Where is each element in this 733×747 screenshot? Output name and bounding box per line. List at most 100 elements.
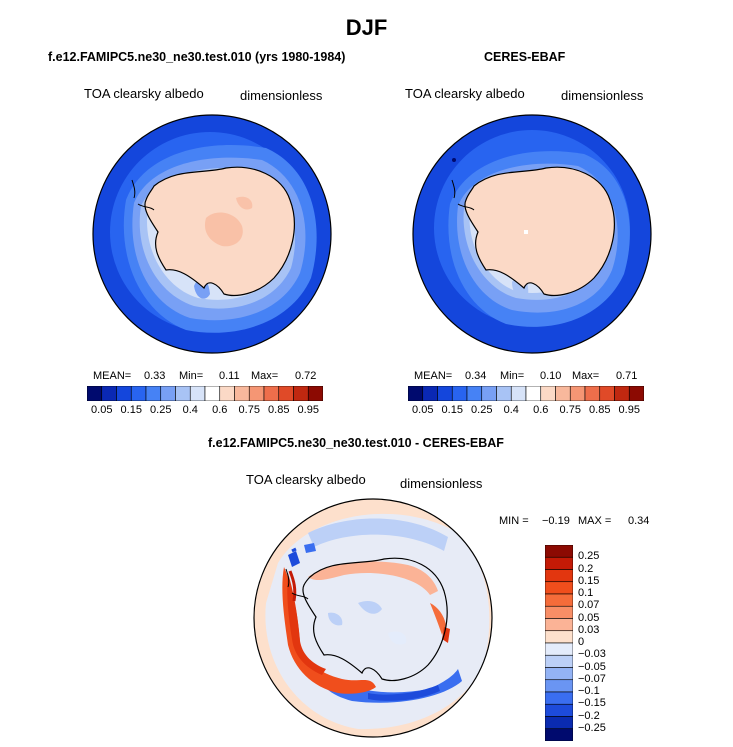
panel-2-mean-label: MEAN=	[414, 370, 453, 382]
panel-2-mean-value: 0.34	[465, 370, 487, 382]
panel-2-colorbar-tick-label: 0.4	[503, 404, 519, 416]
panel-1-max-value: 0.72	[295, 370, 317, 382]
panel-2-colorbar-swatch	[555, 386, 571, 401]
panel-2-colorbar-swatch	[496, 386, 512, 401]
panel-3-colorbar-swatch	[545, 642, 573, 656]
panel-2-title: CERES-EBAF	[484, 50, 566, 64]
panel-3-colorbar-tick-label: −0.1	[578, 685, 600, 697]
panel-1-colorbar-tick-label: 0.25	[150, 404, 172, 416]
panel-3-title: f.e12.FAMIPC5.ne30_ne30.test.010 - CERES…	[208, 436, 504, 450]
panel-2-colorbar-swatch	[481, 386, 497, 401]
panel-2-colorbar-tick-label: 0.75	[559, 404, 581, 416]
panel-2-colorbar-swatch	[614, 386, 630, 401]
panel-1-colorbar-tick-label: 0.75	[238, 404, 260, 416]
panel-1-mean-value: 0.33	[144, 370, 166, 382]
panel-3-colorbar-swatch	[545, 728, 573, 741]
panel-2-colorbar-swatch	[422, 386, 438, 401]
panel-1-colorbar-swatch	[160, 386, 176, 401]
panel-2-colorbar-swatch	[510, 386, 527, 401]
panel-2-colorbar-swatch	[437, 386, 453, 401]
panel-1-colorbar-swatch	[204, 386, 221, 401]
panel-1-mean-label: MEAN=	[93, 370, 132, 382]
panel-2-units: dimensionless	[561, 88, 644, 103]
panel-3-colorbar-tick-label: −0.2	[578, 709, 600, 722]
panel-2-polar-map	[412, 114, 652, 354]
panel-2-colorbar-tick-label: 0.05	[412, 404, 434, 416]
panel-1-colorbar-swatch	[189, 386, 206, 401]
panel-2-colorbar-swatch	[584, 386, 601, 401]
panel-1-colorbar-swatch	[116, 386, 132, 401]
panel-1-colorbar-tick-label: 0.05	[91, 404, 113, 416]
panel-2-colorbar-tick-label: 0.25	[471, 404, 493, 416]
panel-1-units: dimensionless	[240, 88, 323, 103]
panel-2-colorbar-swatch	[540, 386, 556, 401]
panel-3-colorbar-swatch	[545, 569, 573, 583]
panel-3-colorbar-tick-label: −0.03	[578, 648, 606, 661]
panel-3-colorbar-swatch	[545, 618, 573, 632]
panel-1-colorbar-swatch	[293, 386, 309, 401]
panel-3-colorbar-tick-label: 0.05	[578, 611, 600, 624]
panel-1-colorbar-swatch	[101, 386, 117, 401]
panel-2-colorbar-swatch	[451, 386, 468, 401]
panel-3-colorbar-tick-label: −0.15	[578, 697, 606, 710]
panel-2-colorbar-swatch	[466, 386, 483, 401]
panel-3-min-value: −0.19	[542, 515, 570, 527]
panel-1-colorbar-swatch	[219, 386, 235, 401]
panel-3-units: dimensionless	[400, 476, 483, 491]
panel-1-polar-map	[92, 114, 332, 354]
panel-3-colorbar-swatch	[545, 667, 573, 681]
panel-3-colorbar-swatch	[545, 630, 573, 644]
panel-2-colorbar	[408, 386, 644, 401]
panel-1-colorbar-swatch	[145, 386, 162, 401]
panel-2-colorbar-swatch	[408, 386, 424, 401]
panel-3-colorbar-swatch	[545, 679, 573, 693]
panel-2-colorbar-tick-label: 0.95	[618, 404, 640, 416]
panel-1-colorbar-tick-label: 0.85	[268, 404, 290, 416]
panel-1-colorbar	[87, 386, 323, 401]
panel-2-min-value: 0.10	[540, 370, 562, 382]
panel-2-colorbar-swatch	[628, 386, 644, 401]
panel-2-variable: TOA clearsky albedo	[405, 86, 525, 101]
panel-3-colorbar-swatch	[545, 605, 573, 619]
panel-3-colorbar-tick-label: 0.03	[578, 623, 600, 636]
figure-title: DJF	[345, 15, 388, 40]
panel-2-colorbar-tick-label: 0.15	[441, 404, 463, 416]
panel-3-colorbar-tick-label: −0.05	[578, 660, 606, 673]
panel-3-variable: TOA clearsky albedo	[246, 472, 366, 487]
panel-1-colorbar-tick-label: 0.6	[212, 404, 228, 416]
panel-2-colorbar-swatch	[569, 386, 586, 401]
panel-1-colorbar-swatch	[175, 386, 191, 401]
panel-1-colorbar-swatch	[263, 386, 280, 401]
panel-3-colorbar-tick-label: 0.2	[578, 562, 594, 575]
panel-3-colorbar-swatch	[545, 703, 573, 717]
panel-2-colorbar-tick-label: 0.85	[589, 404, 611, 416]
panel-3-colorbar-swatch	[545, 545, 573, 558]
panel-1-colorbar-swatch	[87, 386, 103, 401]
panel-1-variable: TOA clearsky albedo	[84, 86, 204, 101]
panel-3-max-label: MAX =	[578, 515, 612, 527]
panel-3-colorbar-swatch	[545, 716, 573, 730]
panel-3-colorbar	[545, 545, 573, 741]
panel-3-colorbar-swatch	[545, 654, 573, 668]
panel-3-colorbar-swatch	[545, 593, 573, 607]
panel-3-colorbar-tick-label: −0.07	[578, 672, 606, 685]
panel-3-colorbar-tick-label: 0.07	[578, 599, 600, 612]
panel-3-colorbar-tick-label: 0.25	[578, 550, 600, 563]
panel-3-colorbar-tick-label: −0.25	[578, 721, 606, 734]
panel-3-min-label: MIN =	[499, 515, 529, 527]
panel-1-colorbar-tick-label: 0.95	[297, 404, 319, 416]
panel-3-polar-map	[253, 498, 493, 738]
panel-2-colorbar-tick-label: 0.6	[533, 404, 549, 416]
panel-1-colorbar-swatch	[278, 386, 294, 401]
panel-1-max-label: Max=	[251, 370, 279, 382]
panel-1-colorbar-swatch	[307, 386, 323, 401]
panel-2-colorbar-swatch	[525, 386, 542, 401]
panel-3-colorbar-tick-label: 0.1	[578, 587, 594, 599]
panel-3-colorbar-swatch	[545, 581, 573, 595]
panel-2-max-label: Max=	[572, 370, 600, 382]
panel-3-colorbar-tick-label: 0.15	[578, 574, 600, 587]
panel-3-colorbar-swatch	[545, 556, 573, 570]
panel-2-min-label: Min=	[500, 370, 525, 382]
panel-3-max-value: 0.34	[628, 515, 650, 527]
panel-1-colorbar-tick-label: 0.4	[182, 404, 198, 416]
